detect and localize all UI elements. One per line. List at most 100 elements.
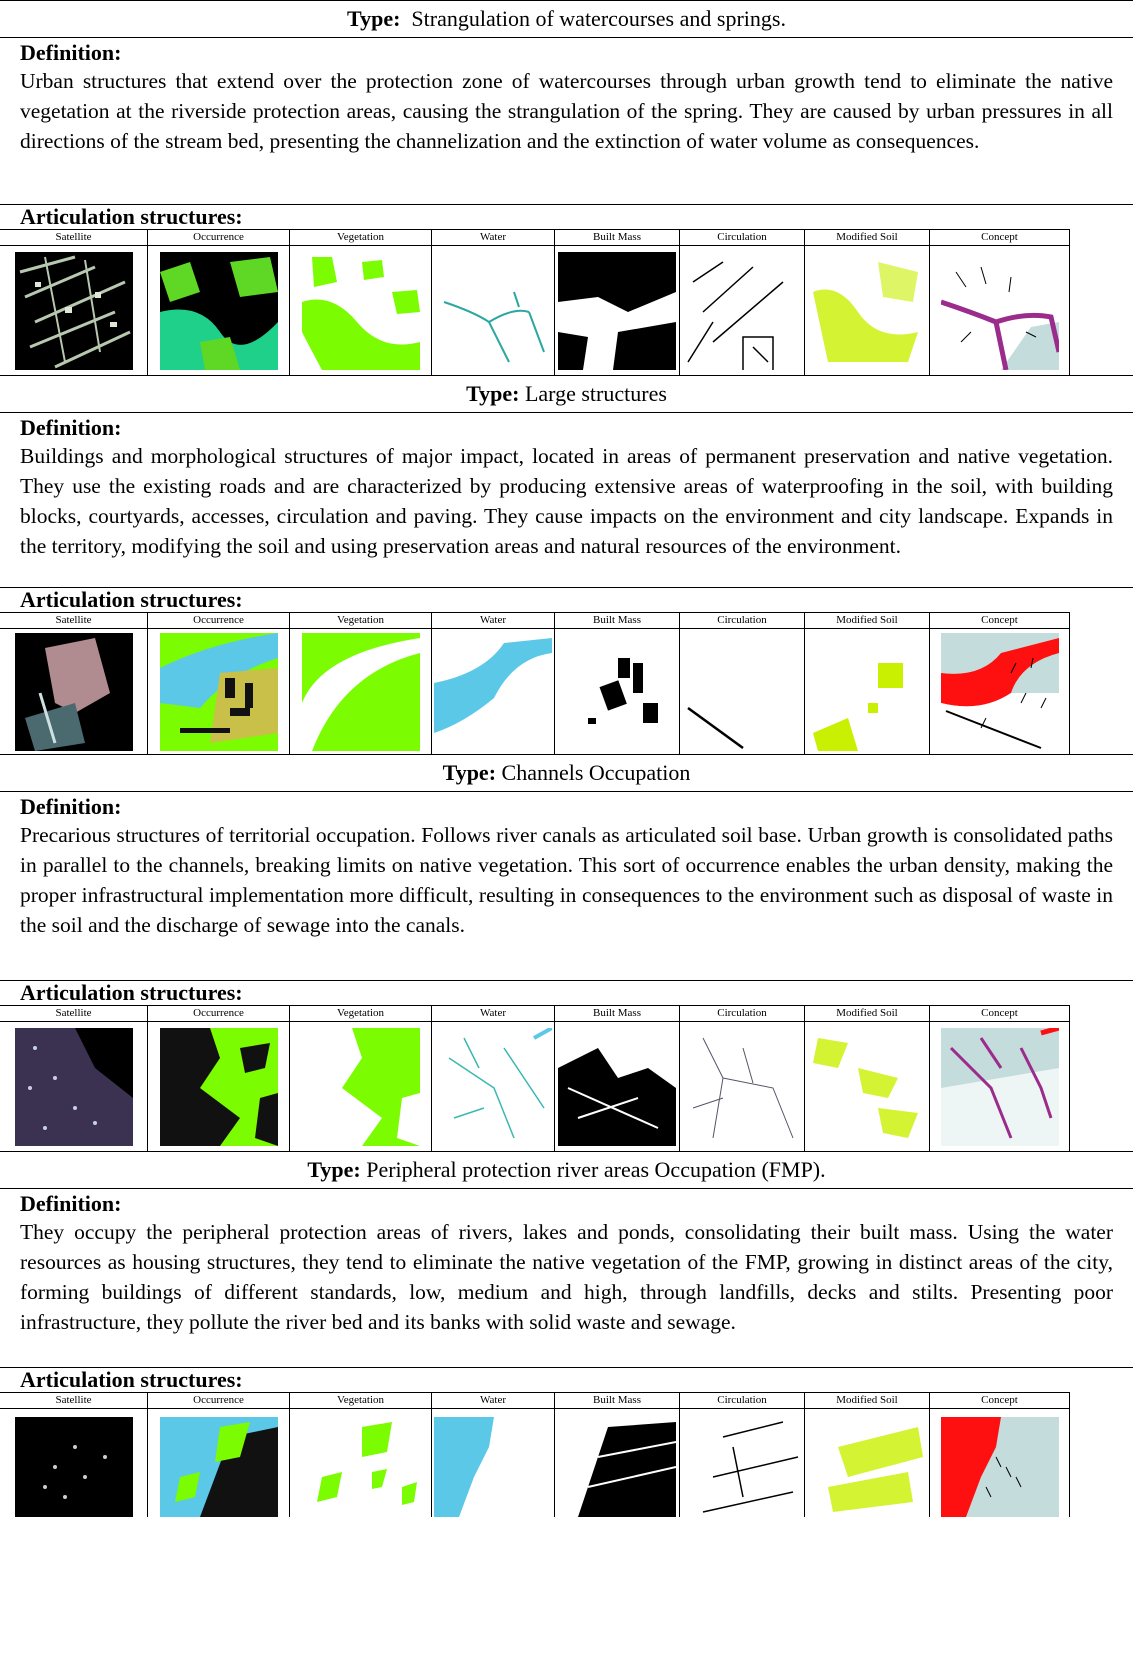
definition-label: Definition: [20,415,122,440]
type-label: Type: [347,6,401,31]
concept-image [930,629,1070,754]
articulation-label: Articulation structures: [20,1367,243,1392]
col-header-built-mass: Built Mass [555,229,680,246]
occurrence-image [148,1409,290,1517]
type-row: Type: Channels Occupation [0,755,1133,792]
type-text: Strangulation of watercourses and spring… [411,6,786,31]
type-label: Type: [466,381,520,406]
circulation-image [680,629,805,754]
col-header-modified-soil: Modified Soil [805,1005,930,1022]
modified-soil-image [805,629,930,754]
col-header-satellite: Satellite [0,1392,148,1409]
circulation-image [680,1022,805,1151]
definition-block: Definition: Precarious structures of ter… [0,792,1133,981]
col-header-built-mass: Built Mass [555,612,680,629]
concept-image [930,1022,1070,1151]
col-header-circulation: Circulation [680,229,805,246]
col-header-vegetation: Vegetation [290,1005,432,1022]
col-header-satellite: Satellite [0,1005,148,1022]
col-header-water: Water [432,612,555,629]
modified-soil-image [805,246,930,375]
col-header-occurrence: Occurrence [148,1005,290,1022]
articulation-label: Articulation structures: [20,980,243,1005]
articulation-grid: Satellite Occurrence Vegetation Water Bu… [0,229,1133,375]
col-header-concept: Concept [930,1005,1070,1022]
satellite-image [0,1022,148,1151]
occurrence-image [148,246,290,375]
col-header-modified-soil: Modified Soil [805,229,930,246]
modified-soil-image [805,1022,930,1151]
col-header-circulation: Circulation [680,612,805,629]
col-header-concept: Concept [930,612,1070,629]
water-image [432,246,555,375]
col-header-vegetation: Vegetation [290,612,432,629]
satellite-image [0,246,148,375]
section-large-structures: Type: Large structures Definition: Build… [0,376,1133,755]
type-row: Type: Large structures [0,376,1133,413]
concept-image [930,1409,1070,1517]
col-header-vegetation: Vegetation [290,229,432,246]
articulation-grid: Satellite Occurrence Vegetation Water Bu… [0,612,1133,754]
built-mass-image [555,246,680,375]
definition-text: They occupy the peripheral protection ar… [20,1220,1113,1334]
col-header-water: Water [432,1392,555,1409]
section-channels-occupation: Type: Channels Occupation Definition: Pr… [0,755,1133,1152]
col-header-occurrence: Occurrence [148,612,290,629]
water-image [432,1409,555,1517]
vegetation-image [290,246,432,375]
col-header-built-mass: Built Mass [555,1005,680,1022]
type-text: Peripheral protection river areas Occupa… [366,1157,826,1182]
satellite-image [0,1409,148,1517]
type-text: Channels Occupation [501,760,691,785]
definition-label: Definition: [20,1191,122,1216]
definition-label: Definition: [20,40,122,65]
col-header-satellite: Satellite [0,229,148,246]
section-strangulation: Type: Strangulation of watercourses and … [0,0,1133,376]
col-header-built-mass: Built Mass [555,1392,680,1409]
type-row: Type: Peripheral protection river areas … [0,1152,1133,1189]
definition-text: Buildings and morphological structures o… [20,444,1113,558]
circulation-image [680,1409,805,1517]
type-text: Large structures [524,381,667,406]
modified-soil-image [805,1409,930,1517]
col-header-vegetation: Vegetation [290,1392,432,1409]
concept-image [930,246,1070,375]
occurrence-image [148,629,290,754]
col-header-modified-soil: Modified Soil [805,1392,930,1409]
articulation-grid: Satellite Occurrence Vegetation Water Bu… [0,1392,1133,1517]
definition-block: Definition: Buildings and morphological … [0,413,1133,588]
articulation-label: Articulation structures: [20,587,243,612]
water-image [432,629,555,754]
col-header-concept: Concept [930,1392,1070,1409]
type-row: Type: Strangulation of watercourses and … [0,0,1133,38]
definition-label: Definition: [20,794,122,819]
type-label: Type: [307,1157,361,1182]
col-header-circulation: Circulation [680,1392,805,1409]
section-fmp-occupation: Type: Peripheral protection river areas … [0,1152,1133,1517]
built-mass-image [555,1409,680,1517]
col-header-concept: Concept [930,229,1070,246]
definition-text: Urban structures that extend over the pr… [20,69,1113,153]
vegetation-image [290,1022,432,1151]
col-header-occurrence: Occurrence [148,1392,290,1409]
built-mass-image [555,1022,680,1151]
water-image [432,1022,555,1151]
col-header-water: Water [432,229,555,246]
satellite-image [0,629,148,754]
col-header-water: Water [432,1005,555,1022]
definition-text: Precarious structures of territorial occ… [20,823,1113,937]
type-label: Type: [442,760,497,785]
definition-block: Definition: They occupy the peripheral p… [0,1189,1133,1368]
built-mass-image [555,629,680,754]
col-header-satellite: Satellite [0,612,148,629]
definition-block: Definition: Urban structures that extend… [0,38,1133,205]
col-header-modified-soil: Modified Soil [805,612,930,629]
articulation-grid: Satellite Occurrence Vegetation Water Bu… [0,1005,1133,1151]
col-header-occurrence: Occurrence [148,229,290,246]
vegetation-image [290,1409,432,1517]
col-header-circulation: Circulation [680,1005,805,1022]
circulation-image [680,246,805,375]
articulation-label: Articulation structures: [20,204,243,229]
occurrence-image [148,1022,290,1151]
